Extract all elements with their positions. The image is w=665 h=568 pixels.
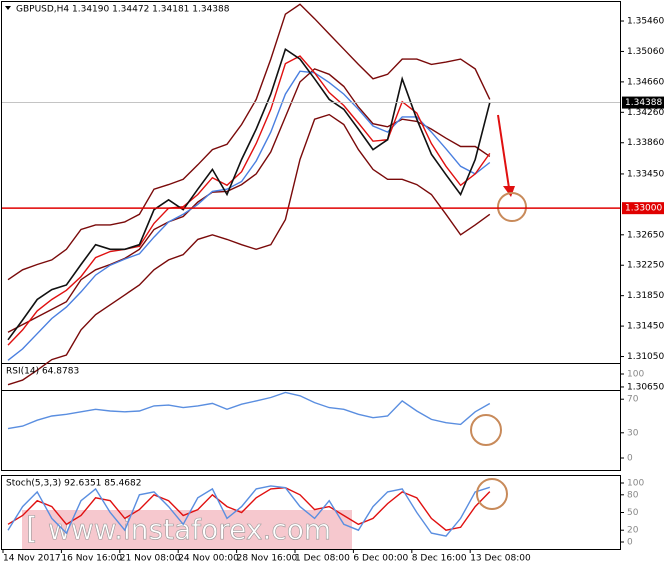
menu-triangle <box>5 6 11 10</box>
y-tick-label: 30 <box>627 428 639 438</box>
level-label: 1.33000 <box>625 204 662 214</box>
series-line <box>7 47 491 341</box>
y-tick-label: 100 <box>627 370 644 380</box>
series-line <box>7 68 491 333</box>
circle <box>476 478 508 510</box>
y-tick-label: 0 <box>627 454 633 464</box>
y-tick-label: 1.34260 <box>627 108 664 118</box>
panel-title: RSI(14) 64.8783 <box>6 367 79 377</box>
x-tick-label: 24 Nov 00:00 <box>178 554 239 564</box>
panel-title: GBPUSD,H4 1.34190 1.34472 1.34181 1.3438… <box>16 5 230 15</box>
x-tick-label: 21 Nov 08:00 <box>120 554 181 564</box>
circle <box>497 192 527 222</box>
level-label-bg <box>622 202 664 215</box>
series-line <box>7 391 491 430</box>
y-tick-label: 70 <box>627 395 639 405</box>
series-line <box>7 113 491 386</box>
y-tick-label: 80 <box>627 490 639 500</box>
y-tick-label: 1.35060 <box>627 47 664 57</box>
x-tick-label: 16 Nov 16:00 <box>61 554 122 564</box>
series-line <box>7 485 491 537</box>
arrow <box>497 114 510 189</box>
watermark: www.instaforex.com <box>48 513 331 546</box>
circle <box>470 414 502 446</box>
y-tick-label: 50 <box>627 508 639 518</box>
y-tick-label: 1.30650 <box>627 382 664 392</box>
price-label: 1.34388 <box>625 98 662 108</box>
series-line <box>7 55 491 346</box>
x-tick-label: 14 Nov 2017 <box>3 554 61 564</box>
y-tick-label: 1.33450 <box>627 169 664 179</box>
y-tick-label: 1.32250 <box>627 261 664 271</box>
x-tick-label: 13 Dec 08:00 <box>470 554 531 564</box>
rsi-frame <box>1 363 621 471</box>
y-tick-label: 1.31050 <box>627 352 664 362</box>
x-tick-label: 28 Nov 16:00 <box>237 554 298 564</box>
annotations <box>470 114 527 510</box>
x-tick-label: 1 Dec 08:00 <box>295 554 350 564</box>
arrow-head <box>503 186 515 197</box>
y-tick-label: 20 <box>627 526 639 536</box>
x-tick-label: 6 Dec 00:00 <box>353 554 408 564</box>
y-tick-label: 0 <box>627 538 633 548</box>
y-tick-label: 100 <box>627 479 644 489</box>
panel-title: Stoch(5,3,3) 92.6351 85.4682 <box>6 479 141 489</box>
series-line <box>7 3 491 281</box>
x-tick-label: 8 Dec 16:00 <box>412 554 467 564</box>
series-line <box>7 486 491 531</box>
y-tick-label: 1.35460 <box>627 17 664 27</box>
watermark-box: [ www.instaforex.com <box>22 510 352 549</box>
y-tick-label: 1.33860 <box>627 138 664 148</box>
main-frame <box>1 1 621 391</box>
series-line <box>7 70 491 361</box>
y-tick-label: 1.32650 <box>627 230 664 240</box>
price-label-bg <box>622 96 664 109</box>
y-tick-label: 1.34660 <box>627 77 664 87</box>
y-tick-label: 1.31450 <box>627 322 664 332</box>
y-tick-label: 1.31850 <box>627 291 664 301</box>
watermark-bracket: [ <box>26 512 38 547</box>
